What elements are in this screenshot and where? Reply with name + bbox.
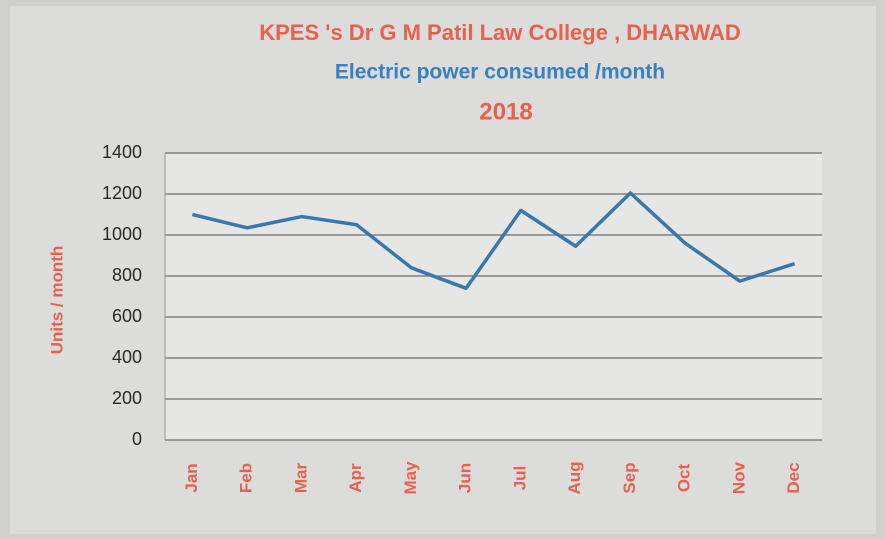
x-tick-label: Jul — [510, 466, 529, 491]
y-tick-label: 200 — [112, 388, 142, 408]
y-tick-label: 0 — [132, 429, 142, 449]
x-tick-label: Jan — [182, 463, 201, 492]
y-tick-label: 400 — [112, 347, 142, 367]
x-tick-label: Nov — [729, 461, 748, 494]
y-tick-label: 1200 — [102, 183, 142, 203]
plot-area — [165, 153, 822, 440]
x-tick-label: Oct — [675, 463, 694, 492]
x-tick-label: Jun — [456, 463, 475, 493]
x-tick-label: Aug — [565, 461, 584, 494]
chart-subtitle: Electric power consumed /month — [335, 61, 665, 84]
x-tick-label: Dec — [784, 462, 803, 493]
y-tick-label: 600 — [112, 306, 142, 326]
x-tick-label: Sep — [620, 462, 639, 493]
x-tick-label: Feb — [237, 463, 256, 493]
x-tick-label: Apr — [346, 463, 365, 493]
chart-year: 2018 — [479, 98, 532, 125]
y-axis-label: Units / month — [47, 246, 66, 355]
y-tick-label: 1400 — [102, 142, 142, 162]
x-tick-label: Mar — [291, 463, 310, 494]
chart-title: KPES 's Dr G M Patil Law College , DHARW… — [259, 20, 741, 45]
data-line — [191, 191, 796, 291]
y-tick-label: 800 — [112, 265, 142, 285]
x-tick-label: May — [401, 461, 420, 495]
y-tick-label: 1000 — [102, 224, 142, 244]
